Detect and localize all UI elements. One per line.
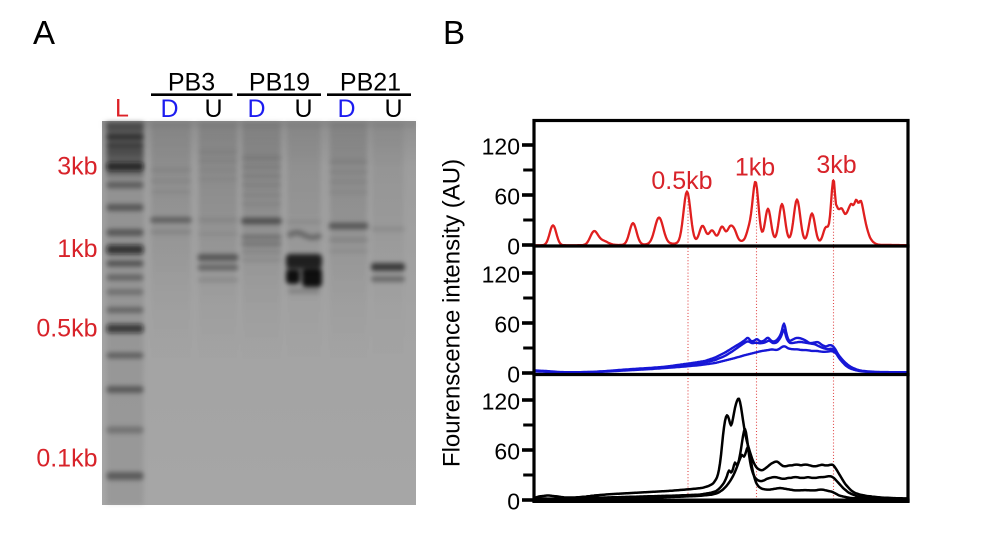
svg-text:0.5kb: 0.5kb xyxy=(36,315,97,343)
svg-text:60: 60 xyxy=(494,311,520,337)
svg-text:U: U xyxy=(204,95,222,123)
svg-text:0.1kb: 0.1kb xyxy=(36,445,97,473)
svg-text:PB19: PB19 xyxy=(249,69,310,97)
svg-text:Flourenscence intensity (AU): Flourenscence intensity (AU) xyxy=(439,159,466,467)
svg-text:60: 60 xyxy=(494,183,520,209)
svg-text:D: D xyxy=(247,95,265,123)
svg-text:PB3: PB3 xyxy=(168,69,215,97)
svg-text:B: B xyxy=(443,14,465,51)
svg-text:120: 120 xyxy=(482,133,520,159)
svg-text:U: U xyxy=(294,95,312,123)
svg-text:1kb: 1kb xyxy=(57,235,97,263)
svg-text:A: A xyxy=(33,14,55,51)
svg-text:0: 0 xyxy=(507,488,520,514)
svg-text:D: D xyxy=(160,95,178,123)
svg-text:0: 0 xyxy=(507,233,520,259)
svg-text:3kb: 3kb xyxy=(57,153,97,181)
svg-text:0.5kb: 0.5kb xyxy=(651,167,712,195)
svg-text:3kb: 3kb xyxy=(816,151,856,179)
svg-text:D: D xyxy=(337,95,355,123)
svg-text:60: 60 xyxy=(494,438,520,464)
svg-text:1kb: 1kb xyxy=(735,154,775,182)
svg-text:120: 120 xyxy=(482,388,520,414)
svg-text:PB21: PB21 xyxy=(340,69,401,97)
svg-text:120: 120 xyxy=(482,261,520,287)
svg-text:L: L xyxy=(115,95,129,123)
svg-text:U: U xyxy=(384,95,402,123)
svg-text:0: 0 xyxy=(507,361,520,387)
